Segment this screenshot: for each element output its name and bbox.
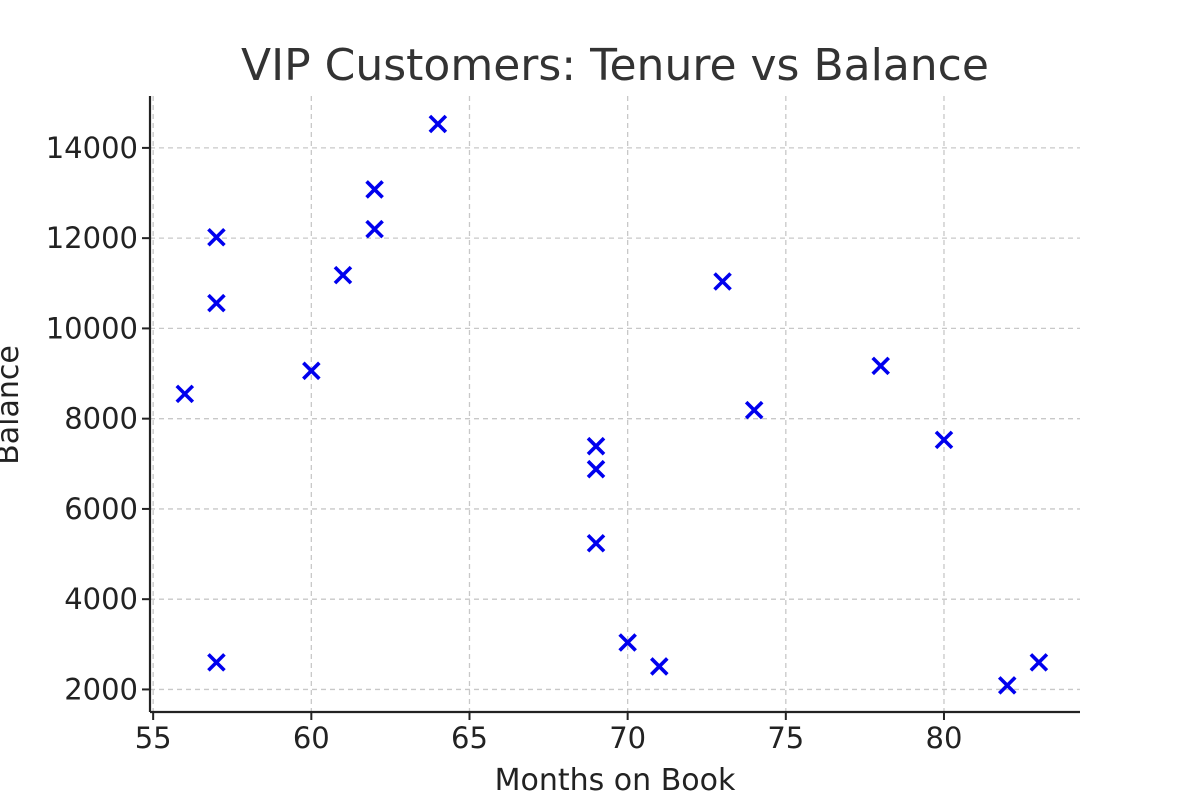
data-point: [207, 293, 226, 313]
data-point: [175, 384, 195, 404]
data-point: [713, 272, 732, 291]
data-point: [365, 219, 384, 239]
data-point: [207, 653, 226, 672]
data-point: [207, 227, 226, 247]
data-point: [934, 430, 954, 450]
y-tick-label: 14000: [46, 131, 138, 165]
grid: [150, 96, 1080, 712]
x-axis-label: Months on Book: [495, 763, 736, 798]
y-axis-label: Balance: [0, 345, 26, 465]
y-tick-label: 10000: [46, 311, 138, 345]
x-tick-label: 75: [767, 721, 804, 755]
data-point: [997, 676, 1017, 695]
data-point: [744, 400, 764, 420]
data-point: [586, 533, 606, 553]
x-tick-label: 60: [293, 721, 330, 755]
y-tick-label: 2000: [64, 672, 138, 706]
x-tick-label: 55: [135, 721, 172, 755]
y-tick-label: 12000: [46, 221, 138, 255]
y-tick-label: 6000: [64, 492, 138, 526]
data-point: [302, 361, 321, 381]
data-points: [175, 114, 1049, 695]
data-point: [365, 180, 384, 199]
x-tick-label: 80: [926, 721, 963, 755]
chart-title: VIP Customers: Tenure vs Balance: [241, 40, 989, 91]
data-point: [586, 459, 606, 479]
axes: [142, 96, 1080, 720]
y-tick-label: 8000: [64, 402, 138, 436]
data-point: [650, 657, 669, 676]
data-point: [428, 114, 448, 134]
data-point: [586, 436, 606, 456]
data-point: [871, 356, 890, 376]
data-point: [333, 265, 353, 285]
x-tick-label: 65: [451, 721, 488, 755]
x-tick-label: 70: [609, 721, 646, 755]
data-point: [618, 633, 637, 652]
y-tick-label: 4000: [64, 582, 138, 616]
data-point: [1029, 653, 1049, 672]
tick-labels: 55 60 65 70 75 80 2000 4000 6000 8000 10000 12000 14…: [46, 131, 963, 755]
